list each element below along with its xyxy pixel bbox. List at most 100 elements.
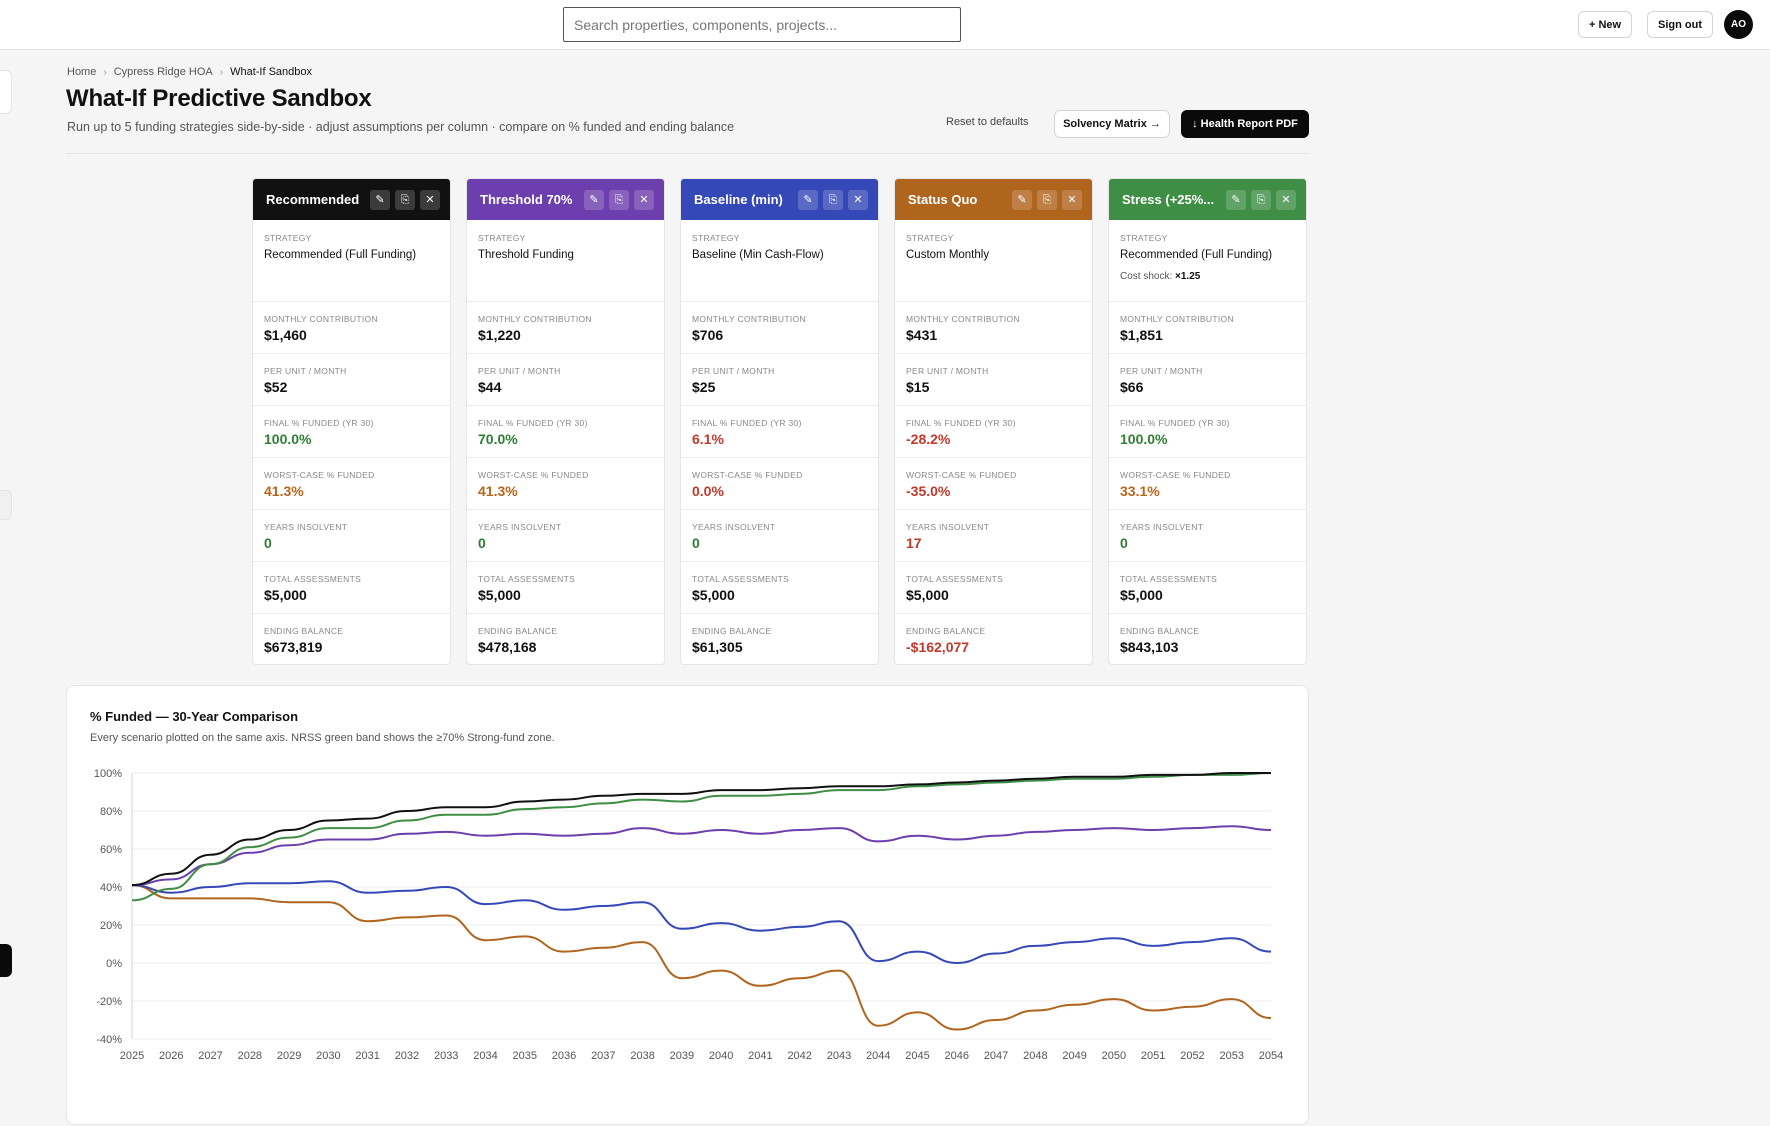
metric-value: 0 bbox=[692, 535, 700, 551]
metric-worst-case: Worst-Case % Funded 33.1% bbox=[1109, 458, 1306, 510]
metric-label: Worst-Case % Funded bbox=[906, 470, 1017, 480]
metric-value: $25 bbox=[692, 379, 716, 395]
sidebar-active-tab[interactable] bbox=[0, 944, 12, 977]
metric-label: Total Assessments bbox=[906, 574, 1004, 584]
metric-monthly-contribution: Monthly Contribution $1,220 bbox=[467, 302, 664, 354]
strategy-section[interactable]: Strategy Custom Monthly Cost shock: bbox=[895, 220, 1092, 302]
x-tick-label: 2051 bbox=[1141, 1050, 1165, 1062]
sign-out-button[interactable]: Sign out bbox=[1647, 11, 1713, 38]
solvency-matrix-button[interactable]: Solvency Matrix → bbox=[1054, 110, 1170, 138]
x-tick-label: 2047 bbox=[984, 1050, 1008, 1062]
metric-value: $673,819 bbox=[264, 639, 323, 655]
x-tick-label: 2040 bbox=[709, 1050, 733, 1062]
metric-label: Monthly Contribution bbox=[478, 314, 592, 324]
strategy-value[interactable]: Recommended (Full Funding) bbox=[1120, 249, 1273, 261]
metric-monthly-contribution: Monthly Contribution $1,460 bbox=[253, 302, 450, 354]
x-tick-label: 2049 bbox=[1062, 1050, 1086, 1062]
metric-value: $15 bbox=[906, 379, 930, 395]
strategy-section[interactable]: Strategy Recommended (Full Funding) Cost… bbox=[253, 220, 450, 302]
pencil-icon[interactable]: ✎ bbox=[584, 190, 604, 210]
strategy-label: Strategy bbox=[1120, 233, 1168, 243]
duplicate-icon[interactable]: ⎘ bbox=[395, 190, 415, 210]
x-tick-label: 2041 bbox=[748, 1050, 772, 1062]
x-tick-label: 2052 bbox=[1180, 1050, 1204, 1062]
metric-value: 0 bbox=[1120, 535, 1128, 551]
metric-worst-case: Worst-Case % Funded -35.0% bbox=[895, 458, 1092, 510]
metric-value: -28.2% bbox=[906, 431, 951, 447]
close-icon[interactable]: ✕ bbox=[634, 190, 654, 210]
metric-label: Worst-Case % Funded bbox=[692, 470, 803, 480]
scenario-header: Recommended ✎ ⎘ ✕ bbox=[253, 179, 450, 220]
metric-value: 6.1% bbox=[692, 431, 724, 447]
y-tick-label: -40% bbox=[96, 1034, 122, 1046]
duplicate-icon[interactable]: ⎘ bbox=[1037, 190, 1057, 210]
sidebar-collapsed-tab[interactable] bbox=[0, 490, 12, 520]
metric-ending-balance: Ending Balance $478,168 bbox=[467, 614, 664, 664]
strategy-value[interactable]: Recommended (Full Funding) bbox=[264, 249, 417, 261]
health-report-pdf-button[interactable]: ↓ Health Report PDF bbox=[1181, 110, 1309, 138]
duplicate-icon[interactable]: ⎘ bbox=[1251, 190, 1271, 210]
scenario-name[interactable]: Recommended bbox=[266, 192, 360, 207]
close-icon[interactable]: ✕ bbox=[420, 190, 440, 210]
breadcrumb-current: What-If Sandbox bbox=[230, 66, 313, 78]
breadcrumb-home[interactable]: Home bbox=[67, 66, 97, 78]
metric-total-assessments: Total Assessments $5,000 bbox=[253, 562, 450, 614]
sidebar-collapsed-tab[interactable] bbox=[0, 70, 12, 114]
scenario-header: Status Quo ✎ ⎘ ✕ bbox=[895, 179, 1092, 220]
scenario-header: Threshold 70% ✎ ⎘ ✕ bbox=[467, 179, 664, 220]
breadcrumb-property[interactable]: Cypress Ridge HOA bbox=[113, 66, 213, 78]
scenario-name[interactable]: Baseline (min) bbox=[694, 192, 783, 207]
series-line bbox=[131, 772, 1271, 887]
metric-value: 100.0% bbox=[264, 431, 312, 447]
x-tick-label: 2046 bbox=[945, 1050, 969, 1062]
metric-monthly-contribution: Monthly Contribution $1,851 bbox=[1109, 302, 1306, 354]
metric-value: 17 bbox=[906, 535, 922, 551]
scenario-name[interactable]: Stress (+25%... bbox=[1122, 192, 1215, 207]
search-input[interactable]: Search properties, components, projects.… bbox=[563, 7, 961, 42]
metric-worst-case: Worst-Case % Funded 0.0% bbox=[681, 458, 878, 510]
duplicate-icon[interactable]: ⎘ bbox=[609, 190, 629, 210]
metric-final-funded: Final % Funded (YR 30) 100.0% bbox=[1109, 406, 1306, 458]
strategy-value[interactable]: Baseline (Min Cash-Flow) bbox=[692, 249, 824, 261]
metric-label: Ending Balance bbox=[692, 626, 772, 636]
x-tick-label: 2028 bbox=[238, 1050, 262, 1062]
x-tick-label: 2036 bbox=[552, 1050, 576, 1062]
metric-value: $478,168 bbox=[478, 639, 537, 655]
strategy-value[interactable]: Threshold Funding bbox=[478, 249, 574, 261]
strategy-value[interactable]: Custom Monthly bbox=[906, 249, 990, 261]
cost-shock: Cost shock: ×1.25 bbox=[1120, 271, 1295, 282]
metric-label: Ending Balance bbox=[264, 626, 344, 636]
y-tick-label: 0% bbox=[106, 958, 122, 970]
metric-label: Ending Balance bbox=[478, 626, 558, 636]
metric-label: Final % Funded (YR 30) bbox=[1120, 418, 1230, 428]
close-icon[interactable]: ✕ bbox=[848, 190, 868, 210]
metric-label: Per Unit / Month bbox=[264, 366, 347, 376]
x-tick-label: 2053 bbox=[1219, 1050, 1243, 1062]
y-tick-label: 40% bbox=[100, 882, 122, 894]
metric-label: Final % Funded (YR 30) bbox=[478, 418, 588, 428]
scenario-name[interactable]: Threshold 70% bbox=[480, 192, 573, 207]
x-tick-label: 2033 bbox=[434, 1050, 458, 1062]
metric-ending-balance: Ending Balance $61,305 bbox=[681, 614, 878, 664]
scenario-name[interactable]: Status Quo bbox=[908, 192, 978, 207]
strategy-section[interactable]: Strategy Baseline (Min Cash-Flow) Cost s… bbox=[681, 220, 878, 302]
pencil-icon[interactable]: ✎ bbox=[1226, 190, 1246, 210]
pencil-icon[interactable]: ✎ bbox=[370, 190, 390, 210]
pencil-icon[interactable]: ✎ bbox=[1012, 190, 1032, 210]
x-tick-label: 2026 bbox=[159, 1050, 183, 1062]
close-icon[interactable]: ✕ bbox=[1062, 190, 1082, 210]
pencil-icon[interactable]: ✎ bbox=[798, 190, 818, 210]
duplicate-icon[interactable]: ⎘ bbox=[823, 190, 843, 210]
chevron-right-icon: › bbox=[219, 66, 224, 78]
x-tick-label: 2031 bbox=[355, 1050, 379, 1062]
metric-years-insolvent: Years Insolvent 0 bbox=[253, 510, 450, 562]
new-button[interactable]: + New bbox=[1578, 11, 1633, 38]
reset-defaults-link[interactable]: Reset to defaults bbox=[946, 116, 1029, 128]
metric-label: Monthly Contribution bbox=[692, 314, 806, 324]
strategy-section[interactable]: Strategy Recommended (Full Funding) Cost… bbox=[1109, 220, 1306, 302]
metric-label: Total Assessments bbox=[1120, 574, 1218, 584]
chevron-right-icon: › bbox=[103, 66, 107, 78]
avatar[interactable]: AO bbox=[1724, 10, 1753, 39]
strategy-section[interactable]: Strategy Threshold Funding Cost shock: bbox=[467, 220, 664, 302]
close-icon[interactable]: ✕ bbox=[1276, 190, 1296, 210]
